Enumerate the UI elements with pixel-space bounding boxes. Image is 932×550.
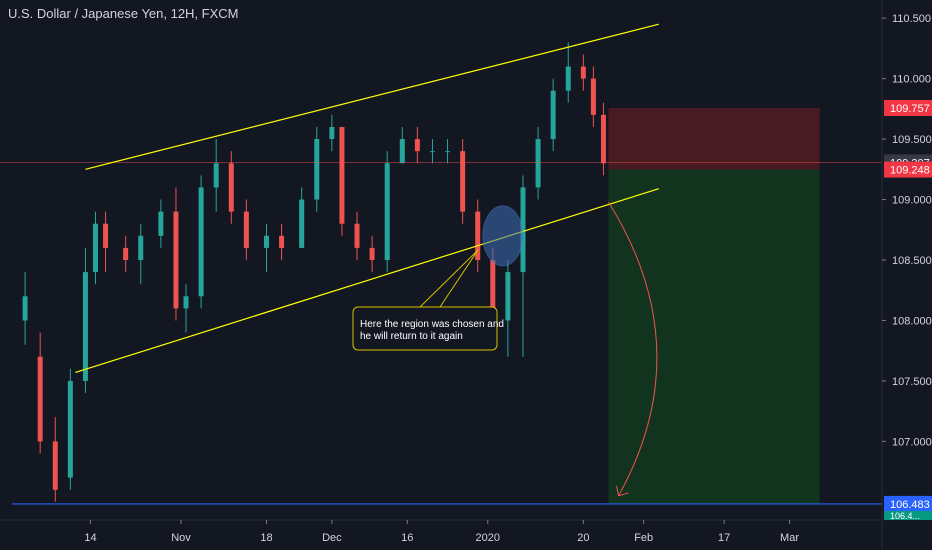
candle-body-36 [565,66,571,91]
candle-body-3 [67,380,73,478]
candle-body-27 [429,151,435,153]
y-tick-label-2: 109.500 [892,134,932,146]
y-tick-label-4: 108.500 [892,255,932,267]
candle-body-39 [600,114,606,164]
y-tick-label-6: 107.500 [892,376,932,388]
candle-body-0 [22,296,28,321]
x-tick-label-8: 17 [718,532,730,544]
candle-body-15 [243,211,249,248]
zone-layer [608,107,820,504]
y-tick-label-0: 110.500 [892,13,931,25]
candle-body-10 [173,211,179,309]
x-tick-label-1: Nov [171,532,191,544]
candle-body-28 [445,151,451,153]
y-tick-label-7: 107.000 [892,436,932,448]
x-tick-label-3: Dec [322,532,342,544]
stop-loss-zone [608,107,820,170]
price-label-bg-stop [884,99,932,116]
candle-body-32 [505,272,511,321]
annotation-box [352,306,498,351]
price-label-target: 106.483 [890,499,930,511]
candle-body-1 [37,356,43,442]
x-tick-label-2: 18 [260,532,272,544]
candle-body-21 [339,126,345,224]
candle-body-22 [354,223,360,248]
candle-body-24 [384,163,390,260]
price-label-partial: 106.4... [890,511,920,521]
candle-body-34 [535,139,541,188]
candle-body-17 [279,235,285,248]
candle-body-9 [158,211,164,236]
annotation-pointer [419,249,479,308]
candle-body-4 [82,272,88,381]
candle-body-20 [329,126,335,140]
overlay-layer [0,23,882,505]
upper-trendline [85,23,659,170]
candle-body-5 [92,223,98,273]
x-tick-label-0: 14 [84,532,96,544]
candle-body-12 [198,187,204,297]
price-label-entry: 109.248 [890,165,930,177]
y-tick-label-5: 108.000 [892,315,932,327]
lower-trendline [75,188,659,374]
x-tick-label-7: Feb [634,532,653,544]
x-tick-label-4: 16 [401,532,413,544]
annotation-layer[interactable]: Here the region was chosen and he will r… [352,306,504,351]
candle-body-14 [228,163,234,212]
x-tick-label-6: 20 [577,532,589,544]
take-profit-zone [608,169,820,504]
annotation-text-line2: he will return to it again [360,331,463,342]
candle-body-18 [299,199,305,248]
candle-body-31 [490,260,496,321]
price-label-bg-partial [884,511,932,520]
y-tick-label-3: 109.000 [892,195,932,207]
candle-body-26 [414,139,420,152]
candle-body-7 [123,247,129,260]
annotation-text-line1: Here the region was chosen and [360,319,504,330]
candle-body-30 [475,211,481,260]
y-tick-label-1: 110.000 [892,74,931,86]
forecast-arrow [608,201,658,497]
y-axis-panel [882,0,932,550]
chart-title: U.S. Dollar / Japanese Yen, 12H, FXCM [8,6,239,21]
candle-body-37 [580,66,586,79]
candle-body-19 [314,139,320,200]
candle-body-38 [590,78,596,115]
candle-body-6 [103,223,109,248]
price-label-bg-target [884,495,932,512]
candle-body-35 [550,90,556,140]
candle-body-13 [213,163,219,188]
candle-body-8 [138,235,144,260]
x-tick-label-9: Mar [780,532,799,544]
forecast-arrow-head [616,485,629,497]
candle-body-2 [52,441,58,490]
candle-body-29 [460,151,466,212]
price-label-stop: 109.757 [890,103,930,115]
candle-layer [22,42,606,502]
candle-body-23 [369,247,375,260]
candle-body-25 [399,139,405,164]
candle-body-11 [183,296,189,309]
price-label-bg-entry [884,161,932,178]
candle-body-16 [263,235,269,248]
x-tick-label-5: 2020 [476,532,500,544]
highlight-circle [482,205,524,267]
